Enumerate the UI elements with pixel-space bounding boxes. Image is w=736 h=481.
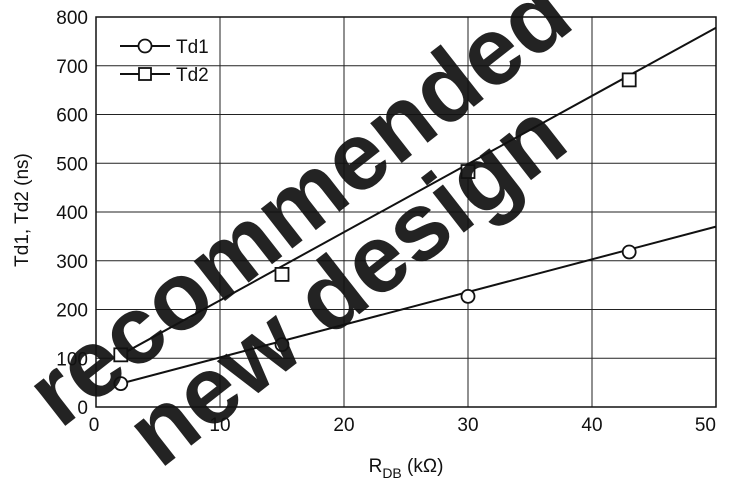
y-axis-title: Td1, Td2 (ns) [12, 153, 33, 267]
y-tick-label: 600 [56, 106, 88, 127]
x-axis-title-main: R [369, 456, 383, 477]
series-line-td1 [120, 225, 717, 385]
y-tick-labels: 0 100 200 300 400 500 600 700 800 [56, 8, 88, 419]
point-td2 [460, 164, 476, 179]
series-layer [113, 26, 717, 392]
x-tick-label: 30 [457, 415, 478, 436]
point-td1 [113, 376, 129, 392]
legend-td1-label: Td1 [176, 37, 209, 58]
x-tick-label: 40 [581, 415, 602, 436]
y-tick-label: 400 [56, 203, 88, 224]
x-tick-label: 0 [89, 415, 100, 436]
x-tick-label: 50 [695, 415, 716, 436]
x-tick-label: 20 [333, 415, 354, 436]
legend-td2-label: Td2 [176, 65, 209, 86]
y-tick-label: 800 [56, 8, 88, 29]
point-td2 [621, 72, 637, 88]
legend-td1-marker [137, 38, 153, 54]
y-tick-label: 500 [56, 154, 88, 175]
y-tick-label: 700 [56, 57, 88, 78]
y-tick-label: 200 [56, 301, 88, 322]
x-axis-title: RDB (kΩ) [369, 456, 444, 481]
watermark: recommended new design [7, 0, 590, 481]
point-td1 [274, 337, 290, 353]
point-td2 [274, 266, 290, 282]
x-axis-title-sub: DB [382, 465, 401, 481]
x-tick-label: 10 [209, 415, 230, 436]
point-td2 [113, 347, 129, 363]
legend-td2-marker [138, 67, 152, 81]
y-tick-label: 0 [77, 398, 88, 419]
x-axis-title-unit: (kΩ) [402, 456, 444, 477]
plot-frame [95, 16, 717, 408]
x-tick-labels: 0 10 20 30 40 50 [89, 415, 716, 436]
point-td1 [621, 244, 637, 260]
y-tick-label: 300 [56, 252, 88, 273]
series-line-td2 [120, 26, 717, 356]
point-td1 [460, 288, 476, 304]
legend: Td1 Td2 [120, 37, 209, 86]
y-tick-label: 100 [56, 349, 88, 370]
